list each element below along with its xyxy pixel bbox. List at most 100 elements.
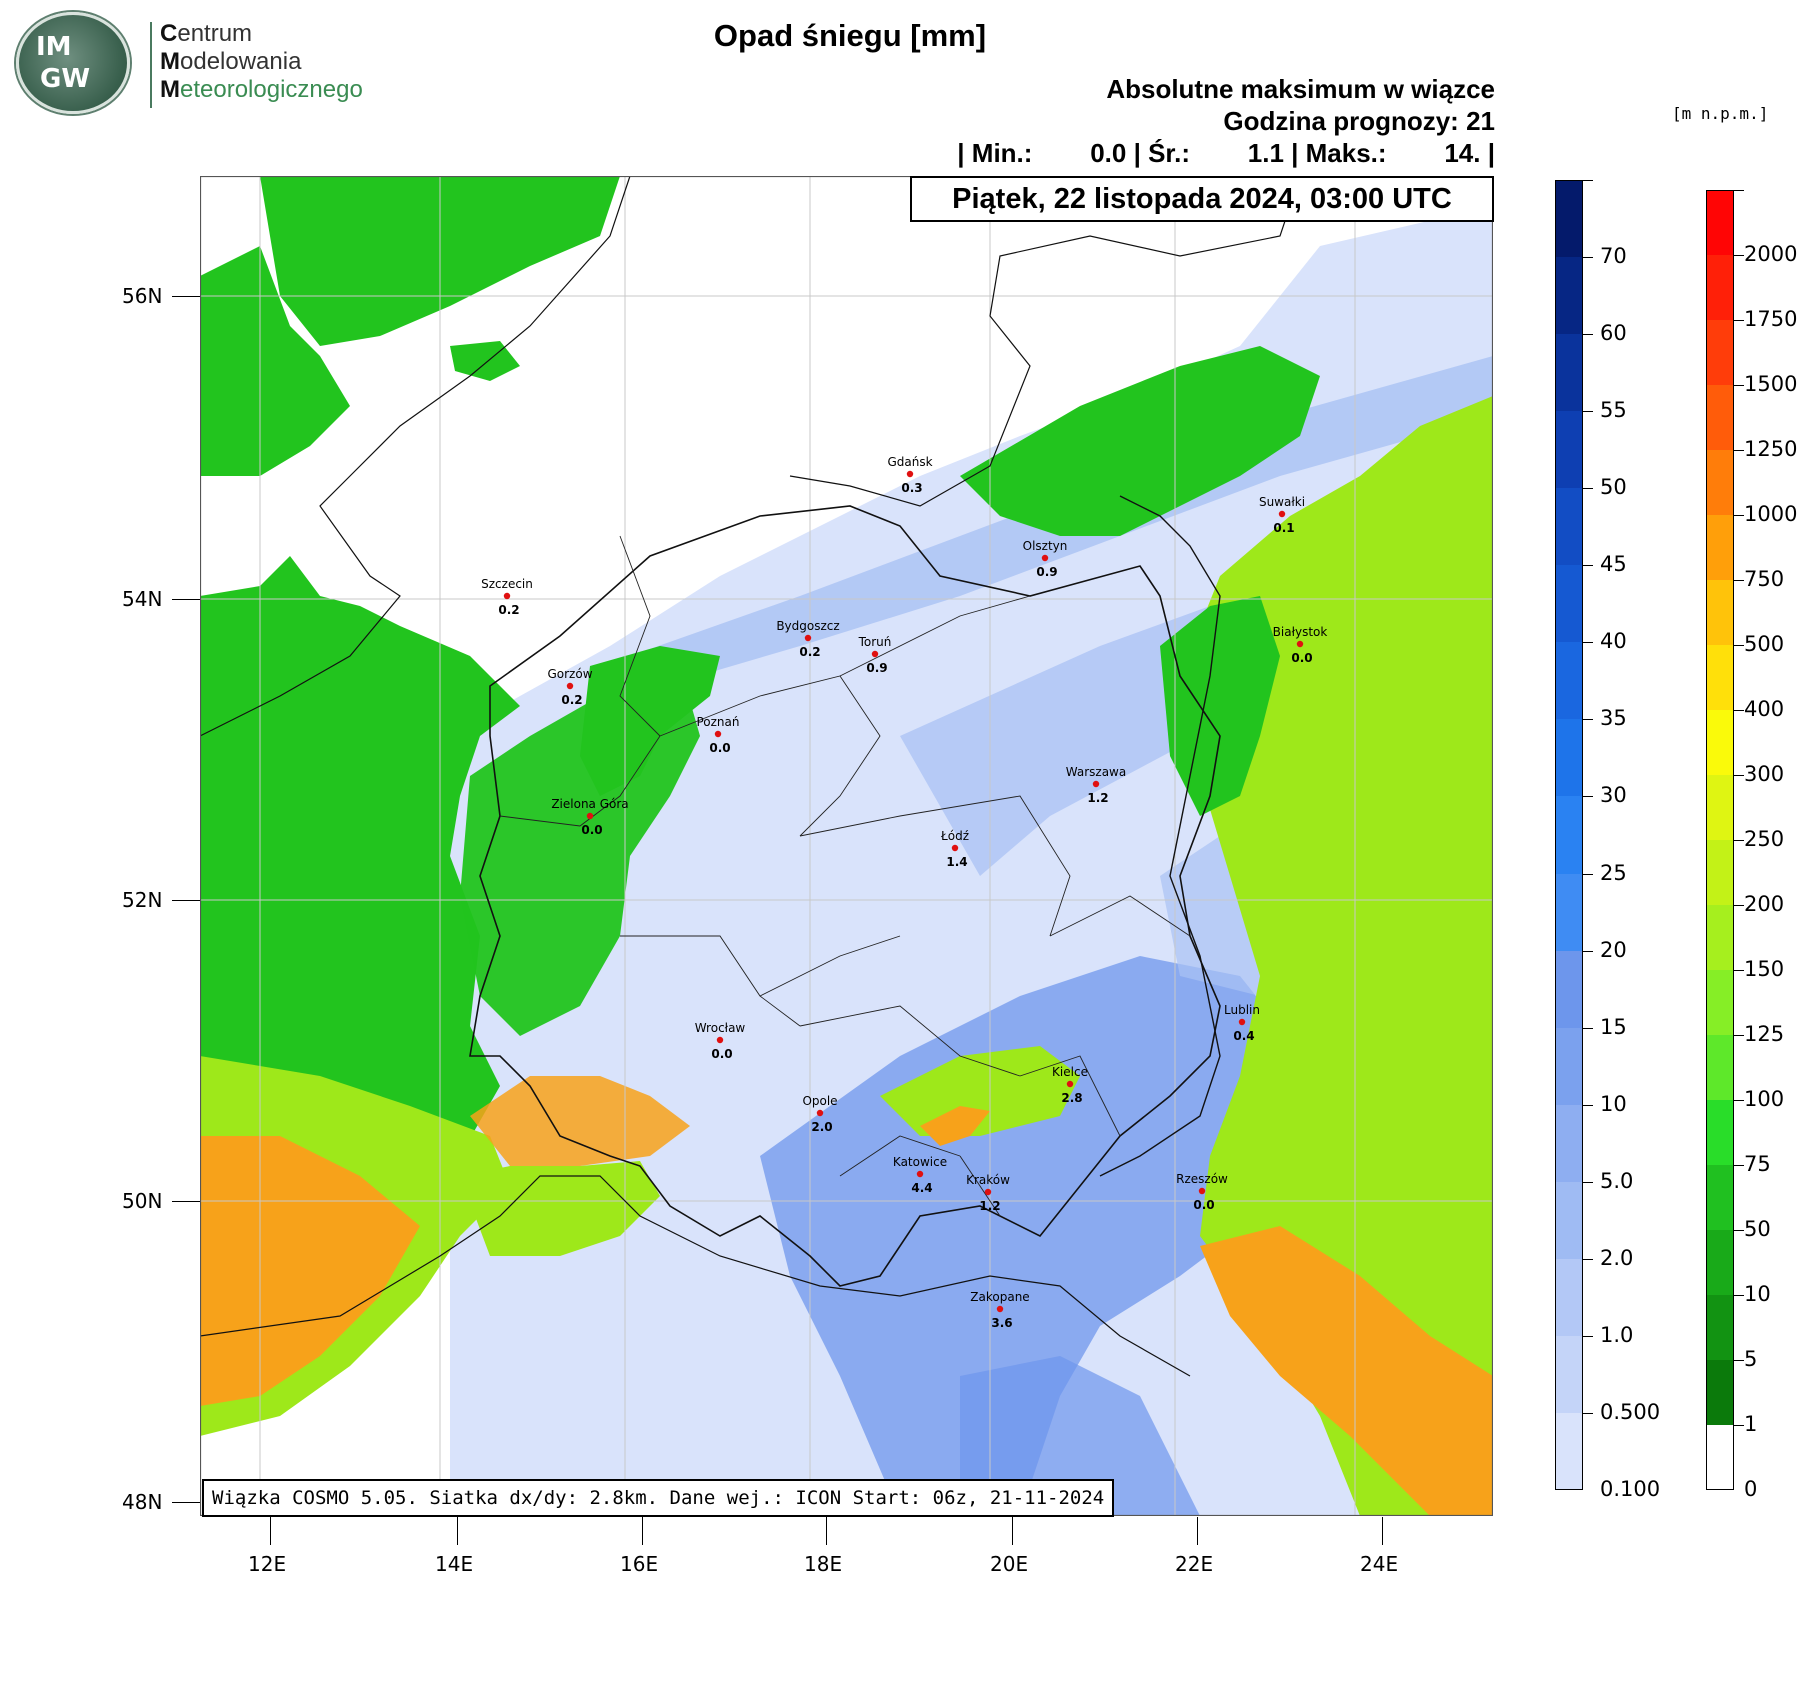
colorbar-segment — [1706, 190, 1734, 255]
colorbar-label: 5 — [1744, 1347, 1758, 1371]
city-value: 0.2 — [799, 645, 820, 659]
colorbar-segment — [1555, 873, 1583, 951]
city-dot — [566, 682, 574, 690]
colorbar-label: 150 — [1744, 957, 1785, 981]
elevation-unit-label: [m n.p.m.] — [1672, 104, 1769, 123]
colorbar-segment — [1706, 580, 1734, 645]
colorbar-label: 30 — [1600, 783, 1627, 808]
colorbar-label: 750 — [1744, 567, 1785, 591]
city-value: 0.2 — [561, 693, 582, 707]
colorbar-label: 10 — [1744, 1282, 1771, 1306]
city-name: Rzeszów — [1176, 1172, 1228, 1186]
colorbar-tick — [1583, 565, 1593, 567]
colorbar-label: 5.0 — [1600, 1168, 1634, 1193]
graticule — [200, 176, 1493, 1516]
city-dot — [1092, 780, 1100, 788]
city-name: Szczecin — [481, 577, 533, 591]
colorbar-segment — [1706, 970, 1734, 1035]
city-markers: Gdańsk 0.3 Olsztyn 0.9 Suwałki 0.1 Szczecin 0.2… — [481, 455, 1327, 1330]
city-value: 0.9 — [866, 661, 887, 675]
colorbar-label: 55 — [1600, 398, 1627, 423]
colorbar-tick — [1583, 180, 1593, 181]
colorbar-segment — [1555, 1412, 1583, 1490]
city-dot — [804, 634, 812, 642]
colorbar-tick — [1583, 411, 1593, 413]
city-kraków: Kraków 1.2 — [966, 1173, 1010, 1213]
colorbar-segment — [1706, 450, 1734, 515]
colorbar-segment — [1706, 515, 1734, 580]
colorbar-tick — [1734, 255, 1744, 256]
colorbar-label: 0.500 — [1600, 1399, 1661, 1424]
colorbar-segment — [1706, 775, 1734, 840]
lon-label: 16E — [620, 1552, 659, 1576]
city-value: 3.6 — [991, 1316, 1012, 1330]
colorbar-label: 70 — [1600, 244, 1627, 269]
colorbar-label: 400 — [1744, 697, 1785, 721]
city-value: 1.2 — [1087, 791, 1108, 805]
lat-label: 50N — [122, 1189, 163, 1213]
colorbar-segment — [1555, 180, 1583, 258]
city-dot — [1296, 640, 1304, 648]
colorbar-segment — [1706, 645, 1734, 710]
colorbar-segment — [1555, 488, 1583, 566]
colorbar-segment — [1555, 1258, 1583, 1336]
city-name: Białystok — [1273, 625, 1328, 639]
lon-label: 22E — [1175, 1552, 1214, 1576]
city-name: Zielona Góra — [551, 797, 628, 811]
colorbar-tick — [1734, 450, 1744, 451]
colorbar-tick — [1583, 1258, 1593, 1260]
city-dot — [816, 1109, 824, 1117]
colorbar-segment — [1555, 1335, 1583, 1413]
colorbar-label: 1000 — [1744, 502, 1798, 526]
colorbar-tick — [1734, 1425, 1744, 1426]
colorbar-segment — [1706, 710, 1734, 775]
logo-initials-bottom: GW — [40, 64, 91, 94]
snow-area-dark — [960, 1356, 1200, 1516]
lat-label: 52N — [122, 888, 163, 912]
city-wrocław: Wrocław 0.0 — [695, 1021, 746, 1061]
colorbar-tick — [1734, 645, 1744, 646]
city-zakopane: Zakopane 3.6 — [970, 1290, 1029, 1330]
colorbar-segment — [1706, 1230, 1734, 1295]
terrain-tatry — [880, 1046, 1080, 1136]
colorbar-label: 45 — [1600, 552, 1627, 577]
city-dot — [586, 812, 594, 820]
city-name: Bydgoszcz — [776, 619, 839, 633]
colorbar-tick — [1583, 488, 1593, 490]
city-name: Lublin — [1224, 1003, 1260, 1017]
city-gorzów: Gorzów 0.2 — [547, 667, 592, 707]
lat-tick — [172, 1502, 200, 1503]
lon-tick — [1012, 1517, 1013, 1545]
city-białystok: Białystok 0.0 — [1273, 625, 1328, 665]
colorbar-tick — [1583, 873, 1593, 875]
city-name: Opole — [802, 1094, 837, 1108]
colorbar-segment — [1555, 796, 1583, 874]
colorbar-tick — [1583, 334, 1593, 336]
city-name: Łódź — [940, 829, 969, 843]
lat-tick — [172, 296, 200, 297]
logo-wordmark: Centrum Modelowania Meteorologicznego — [160, 20, 363, 103]
lon-tick — [826, 1517, 827, 1545]
border-east — [1099, 495, 1221, 1177]
city-value: 0.0 — [1291, 651, 1312, 665]
colorbar-label: 50 — [1744, 1217, 1771, 1241]
terrain-wielkopolska — [580, 646, 720, 796]
city-value: 0.3 — [901, 481, 922, 495]
city-name: Poznań — [696, 715, 739, 729]
city-name: Kraków — [966, 1173, 1010, 1187]
terrain-sudety — [470, 1076, 690, 1166]
colorbar-segment — [1706, 385, 1734, 450]
terrain-west-high — [200, 1136, 420, 1406]
colorbar-segment — [1555, 257, 1583, 335]
colorbar-tick — [1583, 1335, 1593, 1337]
colorbar-segment — [1555, 1104, 1583, 1182]
city-dot — [996, 1305, 1004, 1313]
colorbar-tick — [1734, 1360, 1744, 1361]
terrain-sudety-fringe — [460, 1161, 660, 1256]
model-info-footer: Wiązka COSMO 5.05. Siatka dx/dy: 2.8km. … — [202, 1479, 1115, 1517]
city-dot — [1238, 1018, 1246, 1026]
city-kielce: Kielce 2.8 — [1052, 1065, 1088, 1105]
city-value: 0.1 — [1273, 521, 1294, 535]
lat-tick — [172, 1201, 200, 1202]
colorbar-segment — [1555, 565, 1583, 643]
